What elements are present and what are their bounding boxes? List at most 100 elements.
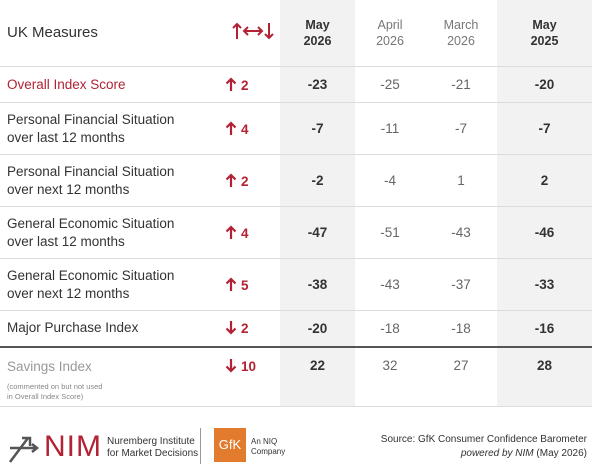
change-cell: 2 <box>225 66 280 103</box>
change-cell: 2 <box>225 310 280 347</box>
row-label-line: Personal Financial Situation <box>7 163 175 179</box>
row-label: Personal Financial Situation over next 12… <box>0 154 225 207</box>
change-arrow <box>225 172 237 187</box>
change-value: 2 <box>241 173 249 189</box>
nim-logo-icon <box>9 436 40 463</box>
change-arrow <box>225 358 237 373</box>
arrow-path <box>225 276 237 291</box>
row-label-line: Overall Index Score <box>7 76 126 92</box>
row-label-line: General Economic Situation <box>7 215 175 231</box>
value-cell: -7 <box>280 102 355 155</box>
change-cell: 4 <box>225 206 280 259</box>
value-cell: -25 <box>355 66 425 103</box>
row-label-line: Personal Financial Situation <box>7 111 175 127</box>
value-cell: -43 <box>355 258 425 311</box>
value-cell: -33 <box>497 258 592 311</box>
value-cell: -20 <box>280 310 355 347</box>
value-cell: -21 <box>425 66 497 103</box>
value-cell: -18 <box>425 310 497 347</box>
column-month: May <box>305 18 330 32</box>
column-year: 2025 <box>530 34 559 48</box>
nim-logo: NIM <box>44 430 102 463</box>
row-label-line: over next 12 months <box>7 285 130 301</box>
value-cell: -20 <box>497 66 592 103</box>
column-header: May 2026 <box>280 0 355 67</box>
row-label-line: Savings Index <box>7 358 92 374</box>
value-cell: 2 <box>497 154 592 207</box>
change-icon <box>225 0 280 67</box>
change-arrow <box>225 321 237 335</box>
row-label: Major Purchase Index <box>0 310 225 347</box>
value-cell: -46 <box>497 206 592 259</box>
row-note-line: in Overall Index Score) <box>7 391 84 401</box>
row-label: General Economic Situation over next 12 m… <box>0 258 225 311</box>
row-label: Personal Financial Situation over last 12… <box>0 102 225 155</box>
value-cell: -18 <box>355 310 425 347</box>
value-cell: 22 <box>280 345 355 407</box>
arrow-path <box>225 358 237 373</box>
change-value: 4 <box>241 225 249 241</box>
gfk-sub: An NIQ Company <box>251 437 285 457</box>
column-year: 2026 <box>376 34 404 48</box>
column-year: 2026 <box>303 34 332 48</box>
row-label-line: over next 12 months <box>7 181 130 197</box>
nim-name-line: for Market Decisions <box>107 448 199 459</box>
gfk-sub-line: An NIQ <box>251 437 278 446</box>
value-cell: -38 <box>280 258 355 311</box>
value-cell: -47 <box>280 206 355 259</box>
row-label: Overall Index Score <box>0 66 225 103</box>
row-label-line: Major Purchase Index <box>7 320 139 336</box>
column-year: 2026 <box>447 34 475 48</box>
change-cell: 10 <box>225 345 280 407</box>
row-label-line: General Economic Situation <box>7 267 175 283</box>
divider <box>200 428 201 464</box>
column-month: April <box>377 18 403 32</box>
change-arrow <box>225 120 237 135</box>
measures-table: UK Measures May 2026 April 2026 March 2026 May… <box>0 0 592 407</box>
table-row: Savings Index (commented on but not used i… <box>0 345 592 407</box>
change-value: 10 <box>241 358 257 374</box>
change-cell: 2 <box>225 154 280 207</box>
value-cell: -51 <box>355 206 425 259</box>
column-month: March <box>443 18 479 32</box>
table-row: Personal Financial Situation over next 12… <box>0 154 592 207</box>
change-value: 2 <box>241 321 249 337</box>
change-cell: 5 <box>225 258 280 311</box>
change-value: 4 <box>241 121 249 137</box>
column-header: May 2025 <box>497 0 592 67</box>
gfk-sub-line: Company <box>251 447 286 456</box>
column-month: May <box>532 18 557 32</box>
value-cell: -37 <box>425 258 497 311</box>
value-cell: 1 <box>425 154 497 207</box>
source-line: Source: GfK Consumer Confidence Baromete… <box>380 434 587 445</box>
value-cell: -23 <box>280 66 355 103</box>
value-cell: 32 <box>355 345 425 407</box>
value-cell: -4 <box>355 154 425 207</box>
value-cell: 27 <box>425 345 497 407</box>
change-value: 5 <box>241 277 249 293</box>
change-arrow <box>225 224 237 239</box>
row-label-line: over last 12 months <box>7 233 125 249</box>
table-row: Overall Index Score 2 -23 -25 -21 -20 <box>0 66 592 103</box>
powered-line: powered by NIM (May 2026) <box>381 447 587 461</box>
row-note: (commented on but not used in Overall Ind… <box>7 382 225 402</box>
arrow-path <box>225 224 237 239</box>
value-cell: -16 <box>497 310 592 347</box>
row-note-line: (commented on but not used <box>7 381 103 391</box>
gfk-logo: GfK <box>214 428 246 462</box>
row-label: Savings Index (commented on but not used i… <box>0 345 225 407</box>
value-cell: 28 <box>497 345 592 407</box>
powered-date: (May 2026) <box>536 448 587 459</box>
nim-name: Nuremberg Institute for Market Decisions <box>107 436 198 460</box>
arrow-path <box>225 321 237 335</box>
nim-name-line: Nuremberg Institute <box>107 436 195 447</box>
arrow-path <box>225 76 237 91</box>
column-header: April 2026 <box>355 0 425 67</box>
change-cell: 4 <box>225 102 280 155</box>
header-row: UK Measures May 2026 April 2026 March 2026 May… <box>0 0 592 67</box>
powered-by: powered by NIM <box>460 448 534 459</box>
column-header: March 2026 <box>425 0 497 67</box>
table-row: General Economic Situation over last 12 m… <box>0 206 592 259</box>
value-cell: -2 <box>280 154 355 207</box>
